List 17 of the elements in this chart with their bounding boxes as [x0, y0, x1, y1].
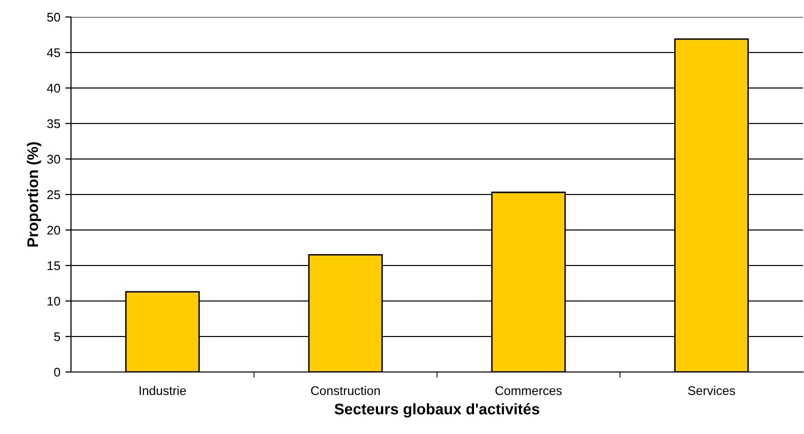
y-tick-label: 45 — [46, 48, 60, 58]
y-tick-label: 0 — [54, 368, 60, 377]
y-tick-label: 25 — [47, 190, 60, 200]
y-tick-label: 20 — [47, 226, 60, 235]
x-tick-label: Construction — [311, 386, 380, 396]
x-tick-label: Commerces — [495, 386, 562, 396]
x-tick-label: Industrie — [140, 386, 186, 396]
x-axis-title: Secteurs globaux d'activités — [334, 403, 540, 418]
y-axis-title: Proportion (%) — [26, 142, 42, 247]
y-tick-label: 5 — [54, 332, 60, 342]
y-tick-label: 40 — [46, 84, 60, 93]
y-tick-label: 10 — [48, 296, 60, 306]
x-tick-label: Services — [688, 386, 736, 396]
y-tick-label: 15 — [48, 261, 60, 270]
y-tick-label: 35 — [47, 119, 60, 128]
y-tick-label: 50 — [47, 12, 60, 22]
y-tick-label: 30 — [47, 154, 60, 164]
